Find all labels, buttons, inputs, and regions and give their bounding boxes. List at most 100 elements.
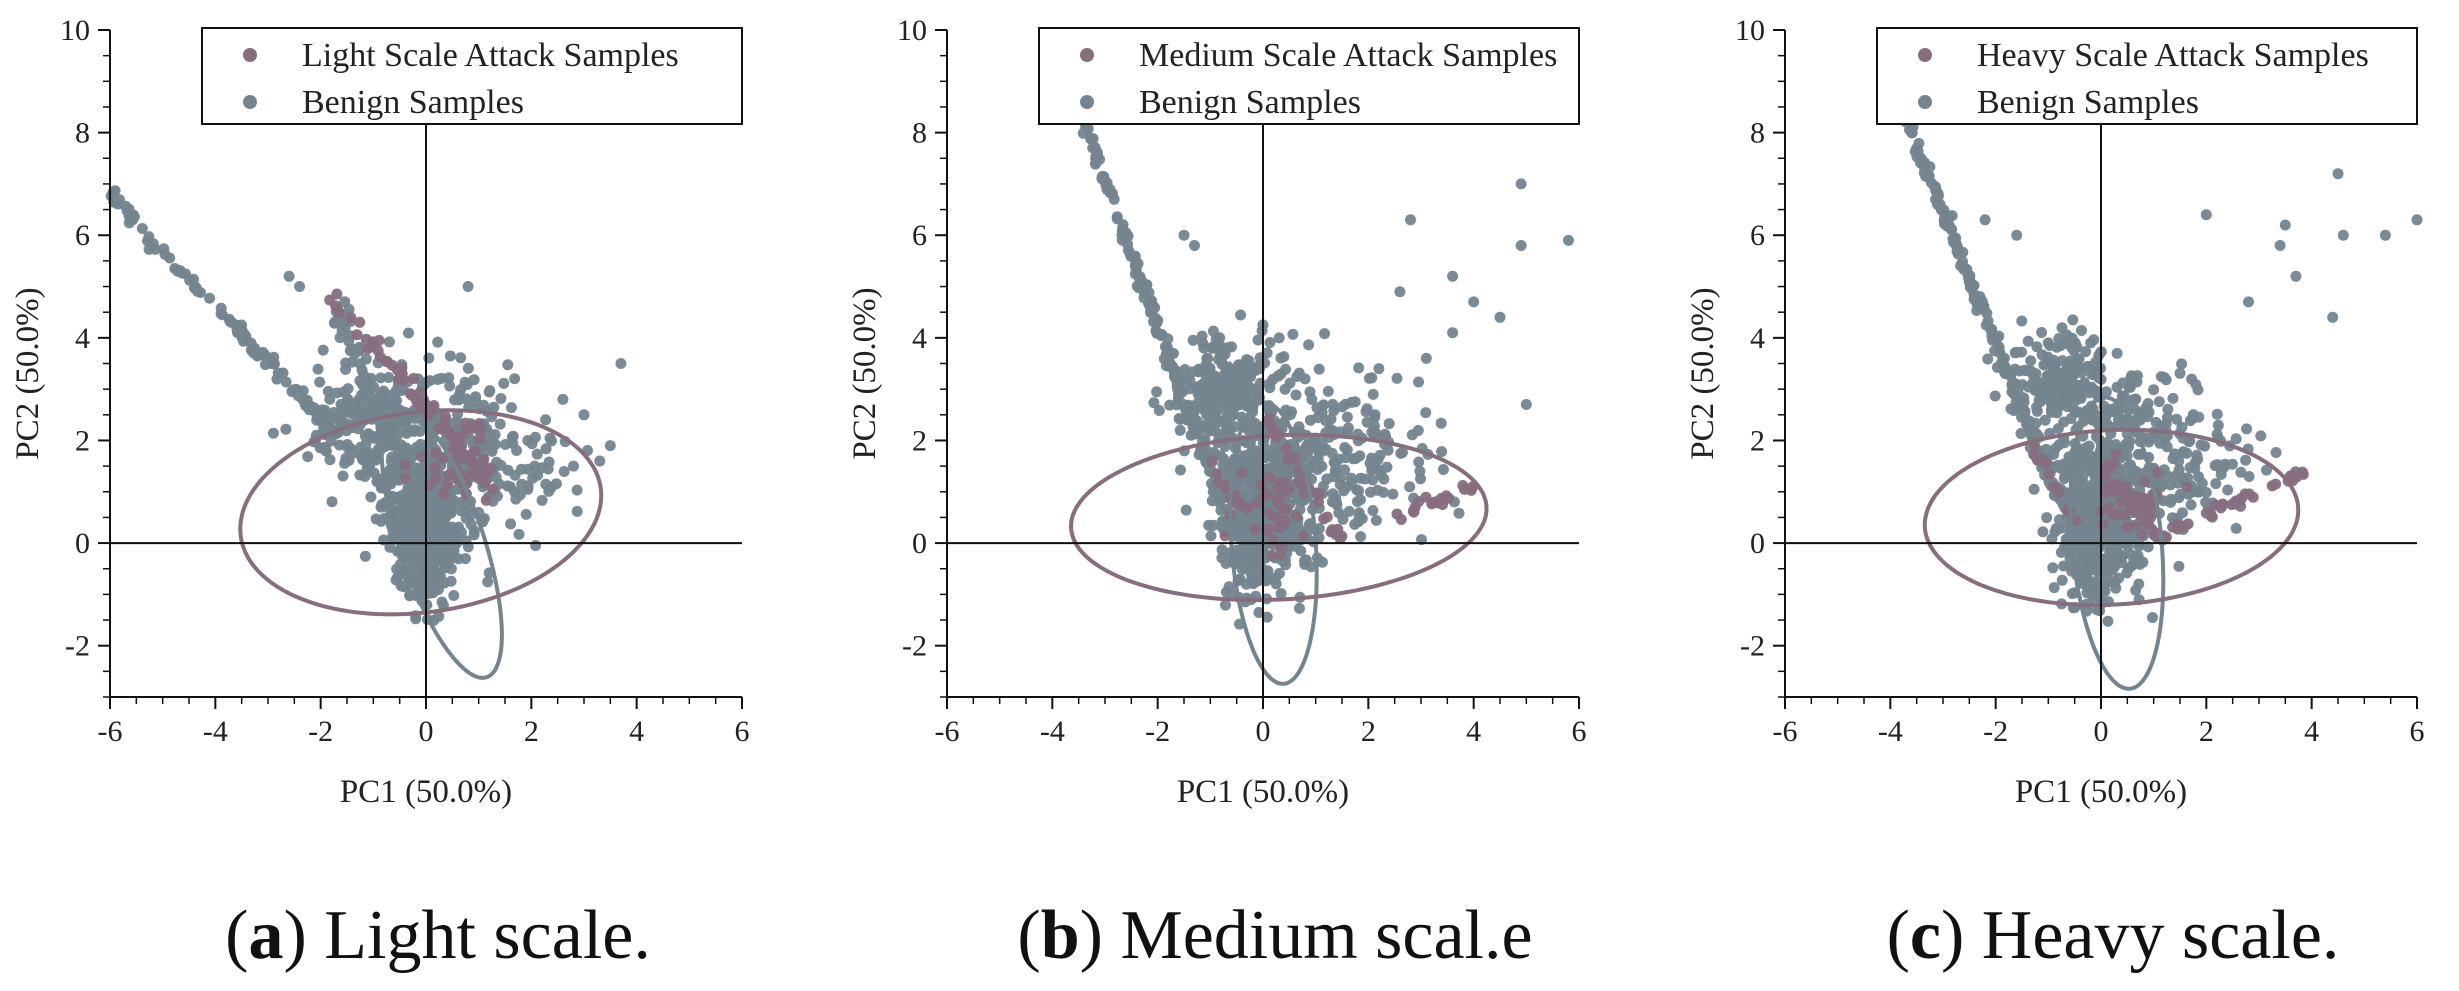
benign-point	[415, 500, 427, 512]
benign-point	[1932, 191, 1944, 203]
benign-point	[1381, 461, 1393, 473]
benign-point	[403, 549, 415, 561]
benign-point	[2124, 381, 2136, 393]
benign-point	[1090, 150, 1102, 162]
benign-point	[1191, 415, 1203, 427]
benign-point	[502, 359, 514, 371]
benign-point	[320, 409, 332, 421]
attack-point	[354, 316, 366, 328]
y-tick-label: 6	[75, 219, 90, 252]
benign-point	[2073, 407, 2085, 418]
benign-point	[2128, 555, 2140, 567]
benign-point	[375, 515, 387, 527]
attack-point	[1298, 530, 1310, 542]
benign-point	[2332, 168, 2344, 180]
benign-point	[1275, 352, 1287, 364]
benign-point	[436, 552, 448, 564]
benign-point	[2185, 499, 2197, 511]
benign-point	[111, 197, 123, 209]
benign-point	[1220, 599, 1231, 611]
benign-point	[1247, 366, 1259, 378]
benign-point	[2127, 531, 2139, 543]
benign-point	[2031, 428, 2043, 440]
benign-point	[2162, 403, 2174, 415]
attack-point	[1242, 503, 1254, 515]
benign-point	[2193, 411, 2205, 423]
benign-point	[439, 562, 451, 574]
benign-point	[2039, 414, 2051, 426]
benign-point	[1373, 363, 1385, 375]
benign-point	[1321, 473, 1333, 485]
benign-point	[413, 542, 425, 554]
benign-point	[1134, 271, 1146, 283]
benign-point	[2104, 545, 2116, 557]
benign-point	[1291, 371, 1303, 382]
x-tick-label: -4	[1040, 715, 1065, 748]
benign-point	[359, 550, 371, 562]
x-tick-label: 4	[629, 715, 644, 748]
benign-point	[408, 494, 419, 506]
benign-point	[410, 613, 422, 625]
benign-point	[2173, 560, 2185, 572]
benign-point	[2067, 314, 2079, 326]
benign-point	[1205, 423, 1217, 435]
benign-point	[1300, 554, 1312, 566]
panel-a-legend-label-attack: Light Scale Attack Samples	[302, 37, 679, 74]
benign-point	[1356, 513, 1368, 524]
y-tick-label: 10	[60, 14, 90, 47]
benign-point	[462, 362, 474, 374]
x-tick-label: -4	[1878, 715, 1903, 748]
attack-point	[447, 443, 459, 455]
benign-point	[326, 496, 338, 508]
benign-point	[1349, 396, 1361, 408]
benign-point	[340, 357, 352, 369]
benign-point	[1206, 495, 1218, 507]
benign-point	[1341, 481, 1353, 493]
panel-a-legend-marker-benign	[243, 95, 257, 109]
attack-point	[2136, 529, 2148, 540]
benign-point	[460, 512, 472, 524]
benign-point	[429, 580, 441, 592]
benign-point	[1199, 388, 1211, 400]
benign-point	[1280, 559, 1292, 571]
benign-point	[2100, 410, 2112, 422]
benign-point	[1306, 393, 1318, 405]
benign-point	[248, 347, 260, 359]
benign-point	[204, 292, 216, 304]
benign-point	[2054, 514, 2065, 526]
panel-c-scatter-points	[1894, 102, 2423, 627]
benign-point	[2046, 406, 2057, 418]
attack-point	[478, 453, 490, 465]
attack-point	[2121, 521, 2133, 533]
x-tick-label: 6	[2410, 715, 2425, 748]
attack-point	[1255, 479, 1267, 491]
y-tick-label: 4	[912, 322, 927, 355]
benign-point	[2083, 440, 2095, 452]
benign-point	[387, 430, 399, 442]
benign-point	[1414, 465, 1426, 477]
attack-point	[1279, 515, 1291, 526]
benign-point	[1152, 314, 1164, 326]
attack-point	[464, 453, 476, 464]
y-tick-label: 0	[912, 527, 927, 560]
x-tick-label: 4	[2304, 715, 2319, 748]
benign-point	[2053, 367, 2065, 379]
benign-point	[362, 378, 374, 389]
benign-point	[2088, 334, 2100, 346]
benign-point	[1447, 327, 1459, 339]
benign-point	[1201, 353, 1213, 365]
benign-point	[2049, 443, 2061, 454]
attack-point	[2131, 490, 2143, 502]
benign-point	[1264, 337, 1276, 348]
benign-point	[1300, 440, 1312, 452]
benign-point	[432, 336, 444, 348]
x-tick-label: 0	[419, 715, 434, 748]
benign-point	[2106, 576, 2118, 588]
benign-point	[2222, 484, 2234, 496]
benign-point	[2193, 486, 2205, 498]
attack-point	[1407, 505, 1419, 517]
attack-confidence-ellipse	[1922, 427, 2301, 608]
benign-point	[1239, 387, 1250, 399]
attack-point	[1420, 491, 1432, 503]
benign-point	[2089, 564, 2101, 576]
